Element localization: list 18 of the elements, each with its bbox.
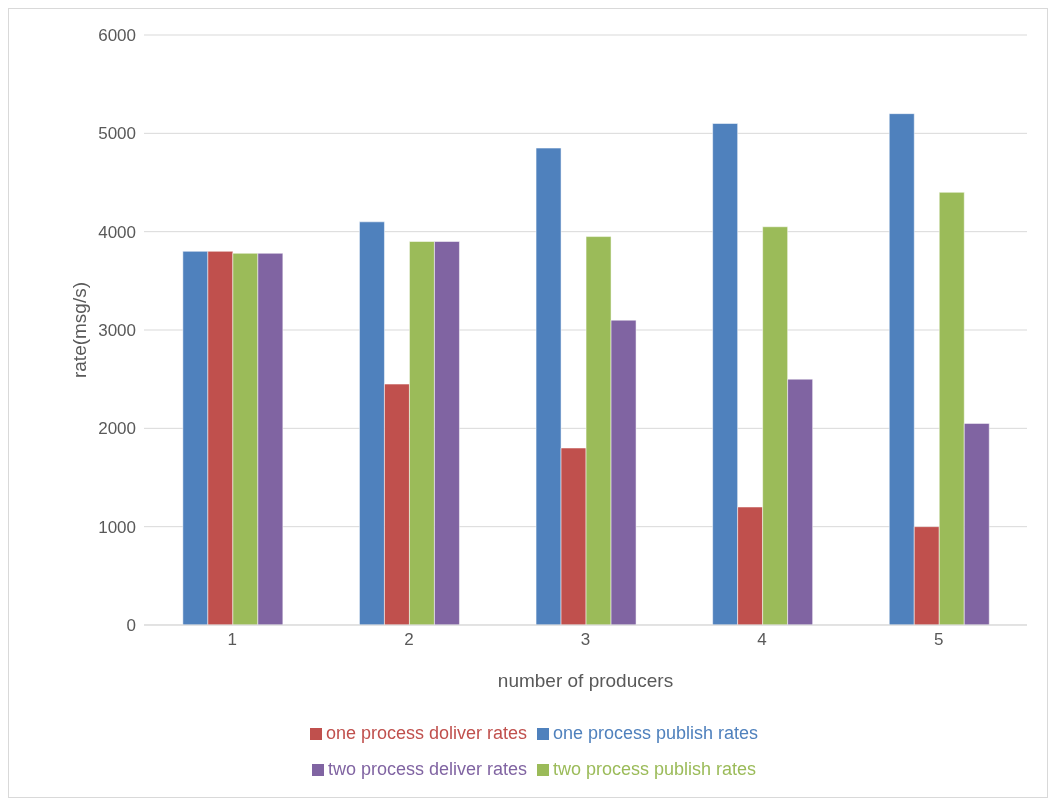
y-tick-label: 2000 bbox=[98, 419, 136, 439]
x-tick-label: 5 bbox=[933, 630, 944, 650]
y-tick-label: 6000 bbox=[98, 26, 136, 46]
y-axis-title: rate(msg/s) bbox=[68, 281, 90, 379]
legend-label: one process publish rates bbox=[552, 723, 759, 743]
y-tick-label: 0 bbox=[126, 616, 136, 636]
x-tick-label: 4 bbox=[757, 630, 767, 650]
x-tick-label: 3 bbox=[580, 630, 591, 650]
x-tick-label: 1 bbox=[227, 630, 238, 650]
legend-label: one process doliver rates bbox=[325, 723, 527, 743]
y-tick-label: 1000 bbox=[98, 517, 136, 537]
y-tick-label: 5000 bbox=[98, 124, 136, 144]
x-tick-label: 2 bbox=[404, 630, 414, 650]
x-axis-title: number of producers bbox=[497, 670, 674, 691]
legend-label: two process deliver rates bbox=[327, 759, 527, 779]
legend-label: two process publish rates bbox=[552, 759, 757, 779]
y-tick-label: 4000 bbox=[98, 222, 136, 242]
y-tick-label: 3000 bbox=[98, 321, 136, 341]
